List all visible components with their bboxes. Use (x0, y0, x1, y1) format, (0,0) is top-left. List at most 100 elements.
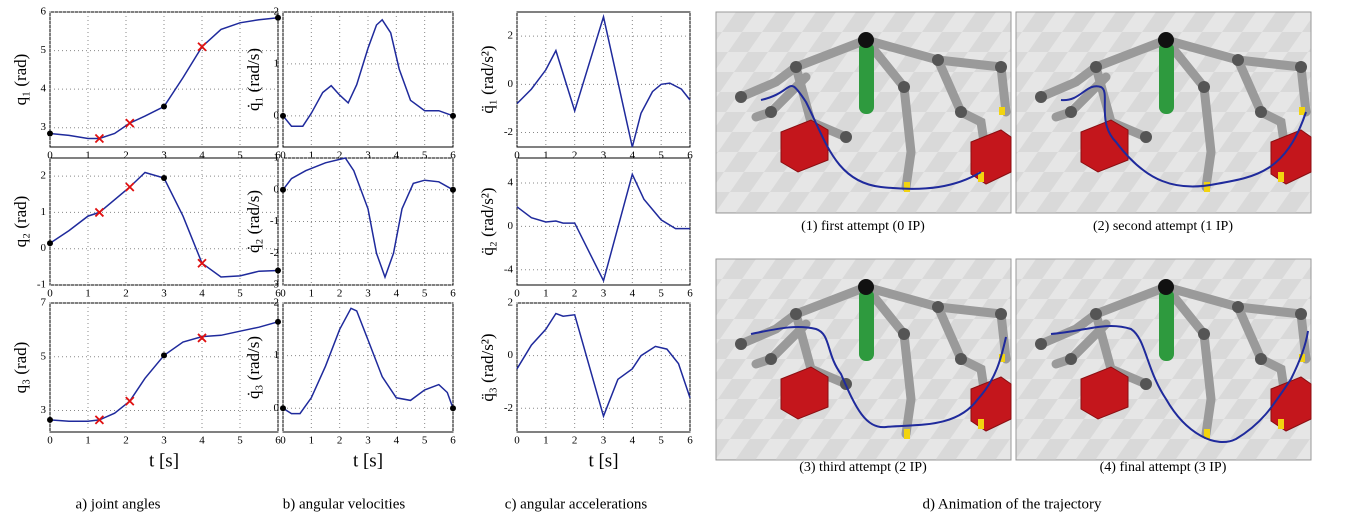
caption: a) joint angles (76, 496, 161, 512)
y-tick-label: -1 (270, 215, 279, 227)
x-tick-label: 4 (199, 150, 205, 162)
knot-point (161, 352, 167, 359)
x-axis-label: t [s] (149, 450, 179, 471)
caption: c) angular accelerations (505, 496, 648, 512)
data-line (282, 307, 454, 415)
x-tick-label: 4 (394, 435, 400, 447)
x-tick-label: 5 (658, 150, 664, 162)
knot-point (275, 318, 281, 325)
panel-caption: (4) final attempt (3 IP) (1100, 460, 1227, 475)
x-tick-label: 6 (687, 288, 693, 300)
x-tick-label: 5 (237, 288, 243, 300)
y-tick-label: 2 (274, 6, 280, 18)
y-axis-label: q̇₁ (rad/s) (244, 48, 263, 111)
y-tick-label: -4 (504, 263, 514, 275)
x-tick-label: 1 (309, 435, 315, 447)
y-tick-label: 0 (274, 402, 280, 414)
x-axis-label: t [s] (353, 450, 383, 471)
knot-point (161, 174, 167, 181)
knot-point (280, 405, 286, 412)
x-tick-label: 3 (365, 288, 371, 300)
y-tick-label: 3 (41, 121, 47, 133)
panel-1 (716, 12, 1011, 213)
x-tick-label: 4 (630, 435, 636, 447)
data-line (49, 17, 279, 140)
x-tick-label: 0 (514, 288, 520, 300)
y-tick-label: 6 (41, 6, 47, 18)
knot-point (280, 186, 286, 193)
x-tick-label: 0 (47, 150, 53, 162)
x-tick-label: 0 (47, 288, 53, 300)
via-point (197, 333, 207, 343)
x-tick-label: 1 (85, 435, 91, 447)
via-point (125, 118, 135, 128)
x-tick-label: 1 (543, 435, 549, 447)
y-tick-label: 5 (41, 44, 47, 56)
y-tick-label: 2 (508, 297, 514, 309)
y-axis-label: q₂ (rad) (11, 196, 30, 248)
y-axis-label: q̈₂ (rad/s²) (478, 187, 497, 255)
via-point (94, 415, 105, 425)
x-tick-label: 4 (630, 150, 636, 162)
x-tick-label: 4 (199, 435, 205, 447)
y-tick-label: -2 (504, 402, 513, 414)
data-line (282, 157, 454, 280)
y-tick-label: 0 (508, 78, 514, 90)
x-tick-label: 1 (309, 288, 315, 300)
data-line (282, 18, 454, 127)
x-tick-label: 0 (280, 435, 286, 447)
y-tick-label: 4 (41, 83, 47, 95)
data-line (516, 172, 690, 283)
y-tick-label: 3 (41, 404, 47, 416)
y-tick-label: 2 (274, 297, 280, 309)
knot-point (280, 112, 286, 119)
via-point (125, 182, 135, 192)
data-line (49, 321, 279, 423)
x-tick-label: 3 (365, 435, 371, 447)
x-tick-label: 0 (514, 435, 520, 447)
y-tick-label: -2 (504, 126, 513, 138)
x-tick-label: 0 (514, 150, 520, 162)
y-tick-label: 0 (274, 109, 280, 121)
x-tick-label: 5 (237, 150, 243, 162)
y-tick-label: 1 (41, 206, 47, 218)
x-tick-label: 3 (161, 150, 167, 162)
knot-point (275, 14, 281, 21)
x-tick-label: 2 (572, 150, 578, 162)
x-tick-label: 3 (601, 150, 607, 162)
panel-3 (716, 259, 1011, 460)
x-tick-label: 1 (85, 288, 91, 300)
y-tick-label: 0 (41, 242, 47, 254)
y-tick-label: -2 (270, 247, 279, 259)
y-tick-label: 0 (508, 220, 514, 232)
x-tick-label: 0 (47, 435, 53, 447)
y-tick-label: 4 (508, 176, 514, 188)
y-tick-label: 2 (508, 30, 514, 42)
knot-point (47, 130, 53, 137)
x-tick-label: 3 (161, 288, 167, 300)
x-tick-label: 5 (422, 288, 428, 300)
x-tick-label: 6 (275, 288, 281, 300)
x-tick-label: 4 (394, 288, 400, 300)
x-tick-label: 2 (337, 288, 343, 300)
knot-point (47, 240, 53, 247)
x-tick-label: 5 (658, 288, 664, 300)
x-tick-label: 2 (337, 150, 343, 162)
x-tick-label: 3 (601, 435, 607, 447)
x-tick-label: 3 (161, 435, 167, 447)
x-tick-label: 4 (199, 288, 205, 300)
x-tick-label: 4 (394, 150, 400, 162)
y-tick-label: 1 (274, 57, 280, 69)
caption: b) angular velocities (283, 496, 406, 512)
y-tick-label: 0 (508, 349, 514, 361)
y-tick-label: 1 (274, 349, 280, 361)
y-tick-label: 0 (274, 183, 280, 195)
y-axis-label: q̇₃ (rad/s) (244, 336, 263, 399)
knot-point (450, 112, 456, 119)
y-axis-label: q̈₁ (rad/s²) (478, 45, 497, 113)
knot-point (161, 103, 167, 110)
x-tick-label: 1 (85, 150, 91, 162)
via-point (197, 258, 207, 268)
via-point (94, 133, 105, 144)
y-axis-label: q̈₃ (rad/s²) (478, 333, 497, 401)
